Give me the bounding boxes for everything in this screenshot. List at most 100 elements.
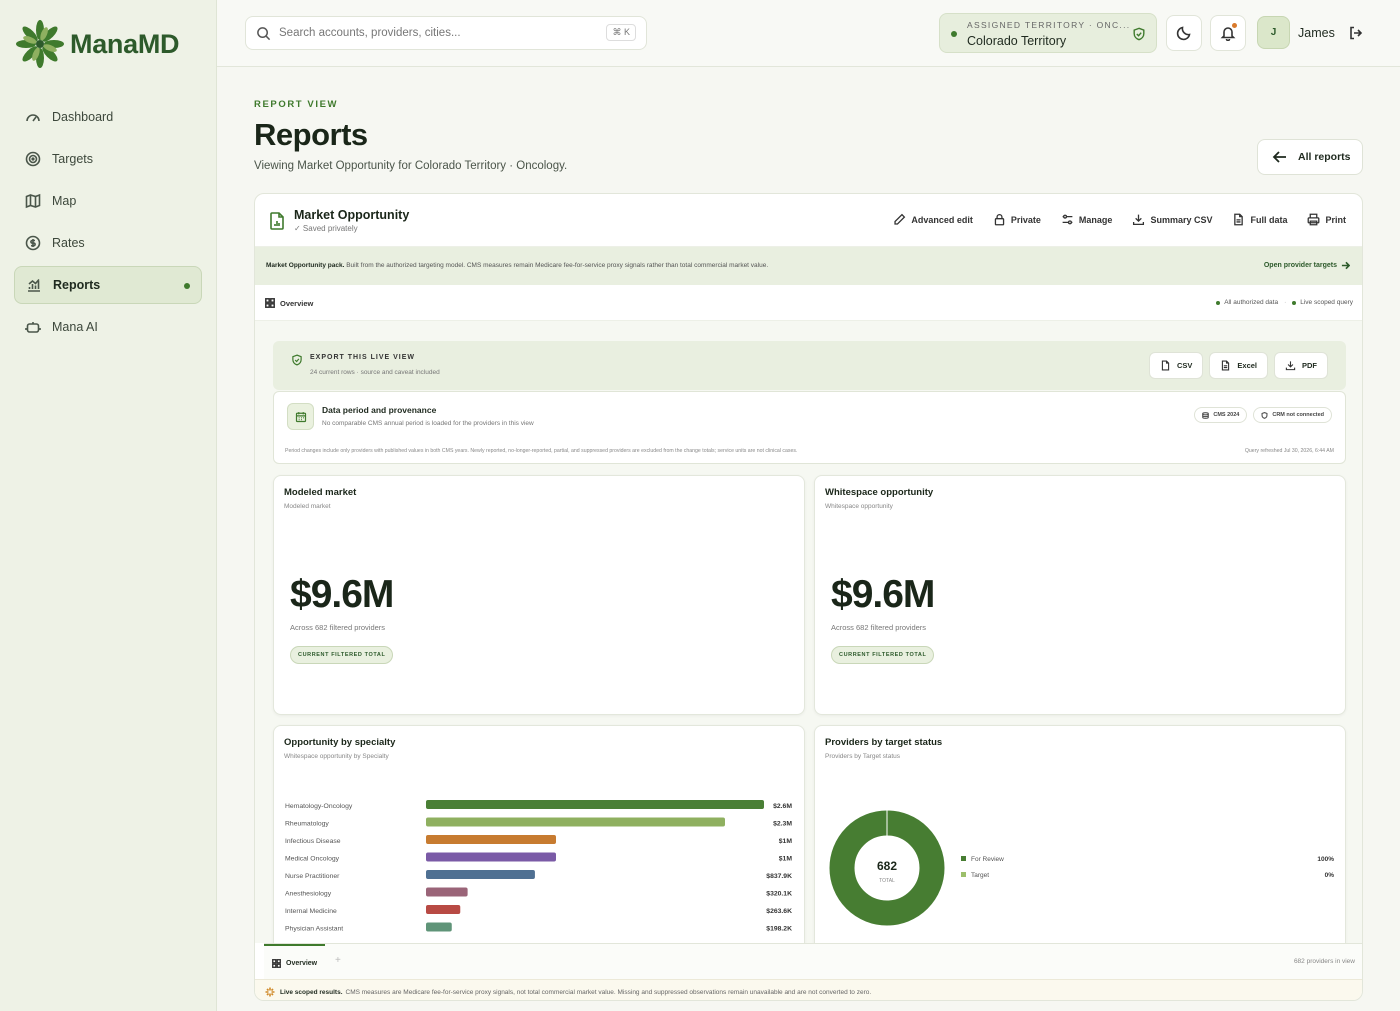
lock-icon xyxy=(994,213,1005,226)
sidebar-item-dashboard[interactable]: Dashboard xyxy=(14,98,202,136)
notifications-button[interactable] xyxy=(1210,15,1246,51)
bar[interactable] xyxy=(426,800,764,809)
search-box[interactable]: ⌘ K xyxy=(245,16,647,50)
caveat-text: Live scoped results. CMS measures are Me… xyxy=(265,987,871,997)
bar[interactable] xyxy=(426,852,556,862)
crm-status-tag: CRM not connected xyxy=(1253,407,1332,423)
topbar: ⌘ K ASSIGNED TERRITORY · ONC... Colorado… xyxy=(217,0,1400,67)
add-tab-button[interactable]: + xyxy=(335,955,341,966)
grid-icon xyxy=(272,958,281,968)
report-document-icon xyxy=(270,212,284,230)
robot-icon xyxy=(25,322,41,333)
action-label: Advanced edit xyxy=(911,214,973,225)
summary-csv-button[interactable]: Summary CSV xyxy=(1132,213,1212,226)
chart-subtitle: Providers by Target status xyxy=(825,753,901,760)
provenance-subtitle: No comparable CMS annual period is loade… xyxy=(322,420,534,427)
calendar-icon-wrap xyxy=(287,403,314,430)
caveat-body: CMS measures are Medicare fee-for-servic… xyxy=(345,988,872,996)
shield-check-icon xyxy=(1133,27,1145,41)
shield-check-icon xyxy=(292,354,302,366)
overview-header: Overview All authorized data · Live scop… xyxy=(255,285,1362,321)
download-icon xyxy=(1285,361,1296,371)
card-note: Across 682 filtered providers xyxy=(831,623,927,632)
provenance-note: Period changes include only providers wi… xyxy=(285,448,798,454)
legend-label: For Review xyxy=(971,856,1004,863)
bar[interactable] xyxy=(426,887,468,897)
bar[interactable] xyxy=(426,922,452,932)
action-label: Private xyxy=(1010,214,1041,225)
bar[interactable] xyxy=(426,835,556,844)
bar[interactable] xyxy=(426,905,461,914)
export-pdf-button[interactable]: PDF xyxy=(1274,352,1328,379)
data-scope-indicator: All authorized data · Live scoped query xyxy=(1216,299,1353,306)
report-title: Market Opportunity xyxy=(294,208,410,222)
specialty-bar-chart: Hematology-Oncology $2.6M Rheumatology $2.3… xyxy=(285,800,793,933)
theme-toggle-button[interactable] xyxy=(1166,15,1202,51)
export-button-label: CSV xyxy=(1176,361,1193,370)
report-saved-status: ✓ Saved privately xyxy=(294,224,358,233)
all-reports-button[interactable]: All reports xyxy=(1257,139,1363,175)
manage-button[interactable]: Manage xyxy=(1061,213,1113,226)
report-header: Market Opportunity ✓ Saved privately Adv… xyxy=(255,194,1362,247)
file-icon xyxy=(1161,360,1170,371)
export-csv-button[interactable]: CSV xyxy=(1148,352,1204,379)
scope-dot xyxy=(1216,300,1221,305)
card-note: Across 682 filtered providers xyxy=(290,623,386,632)
territory-value: Colorado Territory xyxy=(967,34,1067,48)
sidebar-item-label: Rates xyxy=(52,236,85,250)
sidebar-item-reports[interactable]: Reports xyxy=(14,266,202,304)
page-subtitle: Viewing Market Opportunity for Colorado … xyxy=(254,160,568,172)
search-input[interactable] xyxy=(279,27,599,39)
notification-badge xyxy=(1232,23,1237,28)
sidebar-item-label: Mana AI xyxy=(52,320,98,334)
sidebar-item-label: Reports xyxy=(53,278,101,292)
footer-overview-tab[interactable]: Overview xyxy=(264,944,326,980)
legend-swatch xyxy=(961,856,966,861)
bar-value-label: $320.1K xyxy=(766,891,792,898)
advanced-edit-button[interactable]: Advanced edit xyxy=(893,213,973,226)
scope-dot xyxy=(1292,300,1297,305)
brand-name: ManaMD xyxy=(70,28,180,59)
sidebar-item-map[interactable]: Map xyxy=(14,182,202,220)
logout-icon[interactable] xyxy=(1348,25,1364,41)
tag-label: CRM not connected xyxy=(1272,412,1324,418)
open-provider-targets-link[interactable]: Open provider targets xyxy=(1264,261,1350,270)
whitespace-opportunity-card: Whitespace opportunity Whitespace opport… xyxy=(814,475,1346,715)
territory-selector[interactable]: ASSIGNED TERRITORY · ONC... Colorado Ter… xyxy=(939,13,1157,53)
bar-value-label: $1M xyxy=(779,856,793,863)
dollar-icon xyxy=(25,235,41,251)
provenance-panel: Data period and provenance No comparable… xyxy=(273,391,1346,464)
pack-link-label: Open provider targets xyxy=(1263,262,1337,269)
card-subtitle: Modeled market xyxy=(284,503,331,510)
territory-status-dot xyxy=(951,31,957,37)
sparkle-icon xyxy=(265,987,275,997)
printer-icon xyxy=(1308,213,1320,226)
full-data-button[interactable]: Full data xyxy=(1232,213,1287,226)
sidebar-item-rates[interactable]: Rates xyxy=(14,224,202,262)
bar[interactable] xyxy=(426,817,725,827)
chart-title: Providers by target status xyxy=(825,737,943,748)
action-label: Manage xyxy=(1078,214,1113,225)
avatar[interactable]: J xyxy=(1257,16,1290,49)
bell-icon xyxy=(1220,27,1236,41)
donut-center-label: TOTAL xyxy=(879,878,895,884)
arrow-left-icon xyxy=(1272,151,1286,163)
legend-percent: 0% xyxy=(1325,872,1335,879)
report-actions: Advanced edit Private Manage Summary CSV… xyxy=(873,213,1346,226)
export-excel-button[interactable]: Excel xyxy=(1209,352,1268,379)
brand-logo[interactable]: ManaMD xyxy=(14,18,180,70)
print-button[interactable]: Print xyxy=(1307,213,1346,226)
bar[interactable] xyxy=(426,870,535,879)
sidebar-item-targets[interactable]: Targets xyxy=(14,140,202,178)
pack-text: Built from the authorized targeting mode… xyxy=(346,262,769,269)
report-body: EXPORT THIS LIVE VIEW 24 current rows · … xyxy=(255,321,1362,955)
chart-subtitle: Whitespace opportunity by Specialty xyxy=(284,753,389,760)
sidebar-item-label: Dashboard xyxy=(52,110,114,124)
overview-tab[interactable]: Overview xyxy=(265,298,313,308)
database-icon xyxy=(1202,411,1210,419)
scope-all-data: All authorized data xyxy=(1224,299,1279,306)
grid-icon xyxy=(265,298,275,308)
sidebar-item-mana-ai[interactable]: Mana AI xyxy=(14,308,202,346)
user-name[interactable]: James xyxy=(1298,26,1335,40)
private-button[interactable]: Private xyxy=(993,213,1041,226)
